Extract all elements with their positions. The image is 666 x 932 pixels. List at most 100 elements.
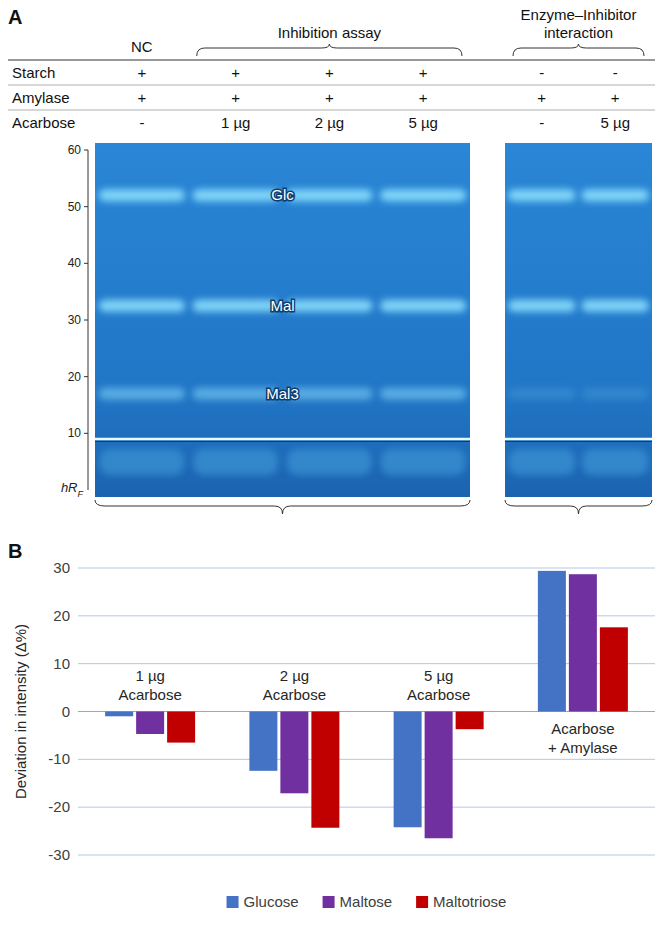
label-background bbox=[115, 666, 184, 704]
plate-content bbox=[505, 189, 652, 475]
hrf-tick-label: 10 bbox=[68, 426, 82, 440]
hrf-tick-label: 40 bbox=[68, 256, 82, 270]
table-rule bbox=[8, 85, 655, 86]
band-label: Glc bbox=[271, 186, 294, 203]
bar bbox=[105, 712, 133, 717]
y-tick-label: 0 bbox=[62, 703, 70, 720]
y-tick-label: 10 bbox=[53, 655, 70, 672]
hrf-tick bbox=[84, 376, 88, 377]
origin-zone bbox=[582, 449, 648, 475]
band bbox=[508, 388, 576, 400]
table-cell: + bbox=[231, 64, 240, 81]
table-cell: + bbox=[611, 89, 620, 106]
group-brace bbox=[197, 44, 462, 56]
y-tick-label: 20 bbox=[53, 607, 70, 624]
band-label: Mal bbox=[270, 297, 294, 314]
bar bbox=[280, 712, 308, 794]
row-label: Acarbose bbox=[12, 114, 75, 131]
group-label-line: interaction bbox=[544, 24, 613, 41]
table-cell: + bbox=[419, 64, 428, 81]
band bbox=[286, 388, 372, 400]
band bbox=[380, 300, 466, 312]
table-cell: - bbox=[613, 64, 618, 81]
origin-zone bbox=[100, 449, 184, 475]
plate-content bbox=[95, 189, 470, 475]
y-tick-label: -20 bbox=[48, 798, 70, 815]
category-label: 2 µg Acarbose bbox=[263, 667, 326, 703]
group-label-line: NC bbox=[131, 38, 153, 55]
table-cell: + bbox=[325, 89, 334, 106]
label-background bbox=[260, 666, 329, 704]
hrf-axis-title: hRF bbox=[61, 480, 84, 499]
grid-line bbox=[78, 807, 655, 808]
category-label-line: Acarbose bbox=[263, 686, 326, 703]
table-cell: + bbox=[325, 64, 334, 81]
band bbox=[380, 388, 466, 400]
bar bbox=[569, 574, 597, 711]
legend-swatch bbox=[416, 896, 428, 908]
hrf-tick bbox=[84, 433, 88, 434]
bars bbox=[105, 571, 628, 838]
grid-line bbox=[78, 615, 655, 616]
legend-label: Maltose bbox=[340, 893, 393, 910]
application-line-shadow bbox=[95, 441, 470, 442]
panel-bracket bbox=[505, 500, 652, 514]
bar bbox=[425, 712, 453, 839]
bar bbox=[600, 627, 628, 711]
category-label-line: Acarbose bbox=[551, 720, 614, 737]
application-line-shadow bbox=[505, 441, 652, 442]
category-label-line: 2 µg bbox=[280, 667, 310, 684]
group-label-line: Enzyme–Inhibitor bbox=[521, 6, 637, 23]
group-label: Enzyme–Inhibitorinteraction bbox=[521, 6, 637, 41]
hrf-tick-label: 50 bbox=[68, 200, 82, 214]
table-cell: - bbox=[539, 64, 544, 81]
legend-swatch bbox=[323, 896, 335, 908]
bar bbox=[136, 712, 164, 734]
group-label: Inhibition assay bbox=[278, 24, 382, 41]
group-label-line: Inhibition assay bbox=[278, 24, 382, 41]
panel-bracket bbox=[95, 500, 470, 514]
y-tick-label: 30 bbox=[53, 559, 70, 576]
legend: GlucoseMaltoseMaltotriose bbox=[227, 893, 507, 910]
table-cell: - bbox=[139, 114, 144, 131]
grid-line bbox=[78, 855, 655, 856]
zero-line bbox=[78, 711, 655, 712]
table-cell: + bbox=[419, 89, 428, 106]
row-label: Starch bbox=[12, 64, 55, 81]
band bbox=[508, 189, 576, 201]
band bbox=[286, 189, 372, 201]
origin-zone bbox=[193, 449, 277, 475]
band bbox=[508, 300, 576, 312]
band bbox=[193, 300, 279, 312]
application-line bbox=[95, 438, 470, 441]
label-background bbox=[404, 666, 473, 704]
band bbox=[581, 388, 649, 400]
application-line bbox=[505, 438, 652, 441]
category-label-line: Acarbose bbox=[407, 686, 470, 703]
table-cell: 5 µg bbox=[601, 114, 631, 131]
hrf-tick-label: 30 bbox=[68, 313, 82, 327]
band bbox=[99, 189, 185, 201]
category-label-line: 5 µg bbox=[424, 667, 454, 684]
y-tick-label: -10 bbox=[48, 750, 70, 767]
band bbox=[380, 189, 466, 201]
table-rule bbox=[8, 59, 655, 60]
table-cell: + bbox=[537, 89, 546, 106]
table-cell: 1 µg bbox=[221, 114, 251, 131]
hrf-tick-label: 60 bbox=[68, 143, 82, 157]
y-axis-title: Deviation in intensity (Δ%) bbox=[12, 624, 29, 799]
table-cell: + bbox=[137, 64, 146, 81]
category-label: Acarbose+ Amylase bbox=[548, 720, 618, 756]
group-label: NC bbox=[131, 38, 153, 55]
origin-zone bbox=[287, 449, 371, 475]
table-cell: 5 µg bbox=[408, 114, 438, 131]
legend-label: Maltotriose bbox=[433, 893, 506, 910]
grid-line bbox=[78, 759, 655, 760]
bar bbox=[538, 571, 566, 712]
band bbox=[581, 300, 649, 312]
grid-line bbox=[78, 663, 655, 664]
panel-label: A bbox=[8, 6, 22, 28]
table-rule bbox=[8, 110, 655, 111]
grid-line bbox=[78, 711, 655, 712]
bar bbox=[311, 712, 339, 828]
